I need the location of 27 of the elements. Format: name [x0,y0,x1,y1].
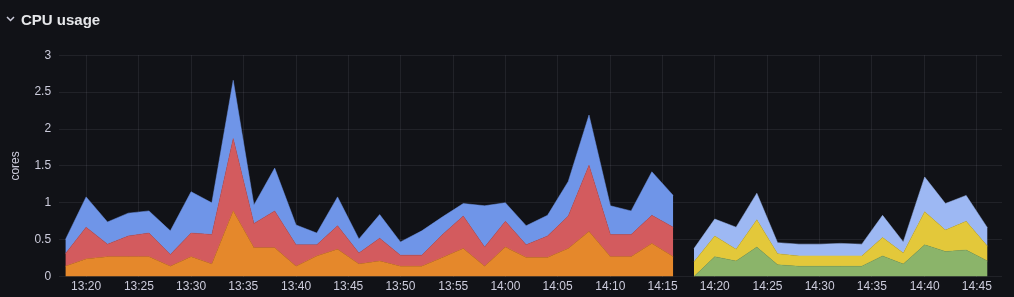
y-tick-label: 3 [44,47,52,62]
y-tick-label: 1.5 [34,158,52,173]
x-tick-label: 14:40 [909,279,941,294]
x-tick-label: 13:55 [438,279,469,294]
x-tick-label: 13:35 [228,279,259,294]
y-tick-label: 2.5 [34,84,52,99]
x-tick-label: 13:45 [333,279,364,294]
x-tick-label: 13:30 [176,279,207,294]
y-tick-label: 2 [44,121,52,136]
x-tick-label: 14:30 [804,279,836,294]
x-tick-label: 14:25 [752,279,783,294]
x-tick-label: 14:15 [647,279,678,294]
x-tick-label: 14:35 [856,279,888,294]
x-tick-label: 13:20 [71,279,102,294]
x-tick-label: 14:10 [595,279,626,294]
chart-title: CPU usage [21,10,101,28]
y-axis-title: cores [7,151,22,181]
y-tick-label: 0.5 [34,232,52,247]
x-tick-label: 14:05 [542,279,573,294]
x-tick-label: 14:45 [961,279,993,294]
x-tick-label: 14:00 [490,279,521,294]
y-tick-label: 0 [44,268,52,283]
x-tick-label: 13:25 [123,279,155,294]
x-tick-label: 13:50 [385,279,416,294]
x-tick-label: 13:40 [281,279,312,294]
x-tick-label: 14:20 [699,279,731,294]
y-tick-label: 1 [44,195,52,210]
